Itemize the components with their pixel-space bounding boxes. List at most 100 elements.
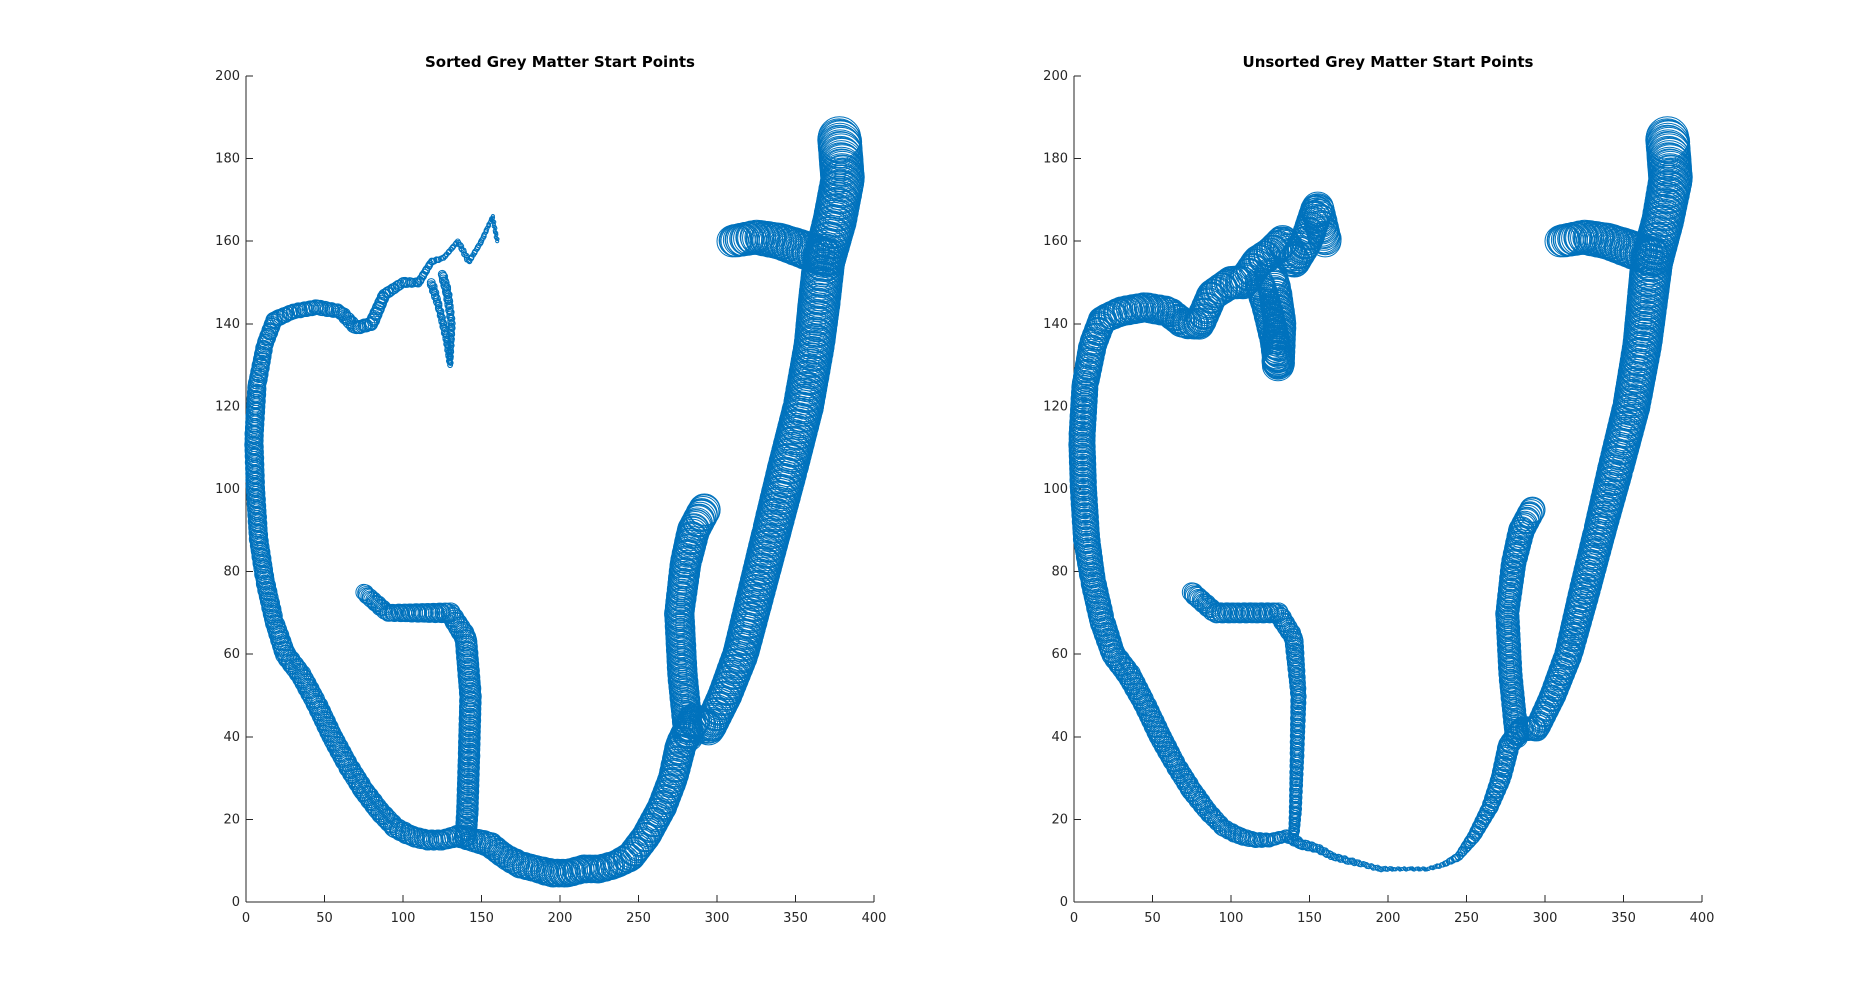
data-point-marker — [1143, 715, 1165, 737]
data-point-marker — [457, 767, 479, 790]
y-tick-label: 0 — [1060, 895, 1068, 910]
chart-panel-sorted: Sorted Grey Matter Start Points 0 50 100 15… — [215, 53, 886, 926]
data-point-marker — [415, 276, 425, 286]
x-tick-label: 400 — [862, 911, 887, 926]
data-point-marker — [1408, 866, 1413, 871]
data-point-marker — [1070, 385, 1097, 413]
data-point-marker — [1628, 235, 1668, 274]
x-tick-label: 250 — [1454, 911, 1479, 926]
x-tick-label: 100 — [1219, 911, 1244, 926]
scatter-markers — [1068, 116, 1693, 873]
data-point-marker — [1327, 852, 1335, 861]
x-tick-label: 150 — [469, 911, 494, 926]
y-tick-label: 100 — [215, 482, 240, 497]
x-tick-label: 350 — [1611, 911, 1636, 926]
y-tick-label: 180 — [215, 152, 240, 167]
data-point-marker — [1279, 621, 1299, 641]
data-point-marker — [802, 236, 841, 275]
data-point-marker — [426, 278, 436, 287]
x-tick-label: 250 — [626, 911, 651, 926]
data-point-marker — [818, 120, 863, 164]
y-tick-label: 120 — [215, 399, 240, 414]
data-point-marker — [249, 530, 269, 550]
y-tick-label: 160 — [215, 234, 240, 249]
data-point-marker — [1369, 863, 1376, 870]
x-tick-label: 300 — [1533, 911, 1558, 926]
data-point-marker — [781, 228, 818, 266]
data-point-marker — [1246, 271, 1276, 302]
data-point-marker — [1387, 866, 1393, 871]
data-point-marker — [1288, 830, 1300, 842]
data-point-marker — [796, 234, 835, 273]
data-point-marker — [249, 536, 269, 555]
data-point-marker — [807, 238, 847, 278]
data-point-marker — [543, 858, 572, 887]
data-point-marker — [1645, 116, 1690, 160]
data-point-marker — [251, 542, 270, 561]
data-point-marker — [1133, 693, 1155, 716]
y-tick-label: 60 — [1051, 647, 1068, 662]
data-point-marker — [1519, 496, 1546, 523]
data-point-marker — [1514, 504, 1542, 532]
data-point-marker — [622, 833, 652, 864]
data-point-marker — [255, 569, 274, 588]
data-point-marker — [1069, 409, 1096, 436]
x-tick-label: 400 — [1690, 911, 1715, 926]
data-point-marker — [1404, 867, 1409, 872]
data-point-marker — [1070, 392, 1097, 419]
data-point-marker — [459, 690, 481, 712]
data-point-marker — [1346, 857, 1354, 865]
data-point-marker — [687, 495, 720, 529]
data-point-marker — [1252, 289, 1282, 319]
x-tick-label: 0 — [1070, 911, 1078, 926]
data-point-marker — [1460, 840, 1472, 853]
y-tick-label: 60 — [223, 647, 240, 662]
data-point-marker — [321, 725, 342, 746]
data-point-marker — [458, 713, 480, 736]
data-point-marker — [456, 778, 479, 801]
data-point-marker — [1477, 807, 1494, 824]
axis-ticks: 0 50 100 150 200 250 300 350 400 0 20 40 60 80 100 120 1… — [215, 69, 886, 926]
data-point-marker — [1646, 120, 1691, 164]
data-point-marker — [366, 313, 381, 328]
data-point-marker — [682, 503, 715, 537]
data-point-marker — [449, 244, 456, 251]
data-point-marker — [1286, 643, 1304, 661]
data-point-marker — [1280, 829, 1293, 842]
y-tick-label: 160 — [1043, 234, 1068, 249]
data-point-marker — [1240, 602, 1261, 623]
data-point-marker — [458, 731, 480, 753]
x-tick-label: 150 — [1297, 911, 1322, 926]
y-tick-label: 40 — [1051, 730, 1068, 745]
data-point-marker — [1518, 499, 1545, 526]
data-point-marker — [390, 603, 408, 621]
y-tick-label: 80 — [1051, 565, 1068, 580]
chart-title: Unsorted Grey Matter Start Points — [1243, 53, 1534, 71]
data-point-marker — [685, 498, 718, 531]
data-point-marker — [576, 854, 605, 883]
data-point-marker — [437, 269, 447, 279]
data-point-marker — [378, 603, 395, 620]
y-tick-label: 180 — [1043, 152, 1068, 167]
data-point-marker — [1349, 857, 1356, 865]
y-tick-label: 140 — [1043, 317, 1068, 332]
data-point-marker — [1344, 857, 1352, 865]
y-tick-label: 120 — [1043, 399, 1068, 414]
data-point-marker — [1609, 228, 1646, 266]
data-point-marker — [817, 116, 862, 160]
data-point-marker — [1463, 835, 1477, 848]
data-point-marker — [493, 235, 498, 240]
x-tick-label: 0 — [242, 911, 250, 926]
data-point-marker — [431, 288, 440, 297]
y-tick-label: 20 — [1051, 812, 1068, 827]
y-tick-label: 100 — [1043, 482, 1068, 497]
data-point-marker — [1290, 693, 1306, 709]
y-tick-label: 140 — [215, 317, 240, 332]
data-point-marker — [1244, 267, 1274, 298]
data-point-marker — [412, 278, 422, 288]
data-point-marker — [447, 313, 455, 322]
data-point-marker — [492, 228, 497, 233]
x-tick-label: 200 — [548, 911, 573, 926]
data-point-marker — [1357, 861, 1364, 868]
